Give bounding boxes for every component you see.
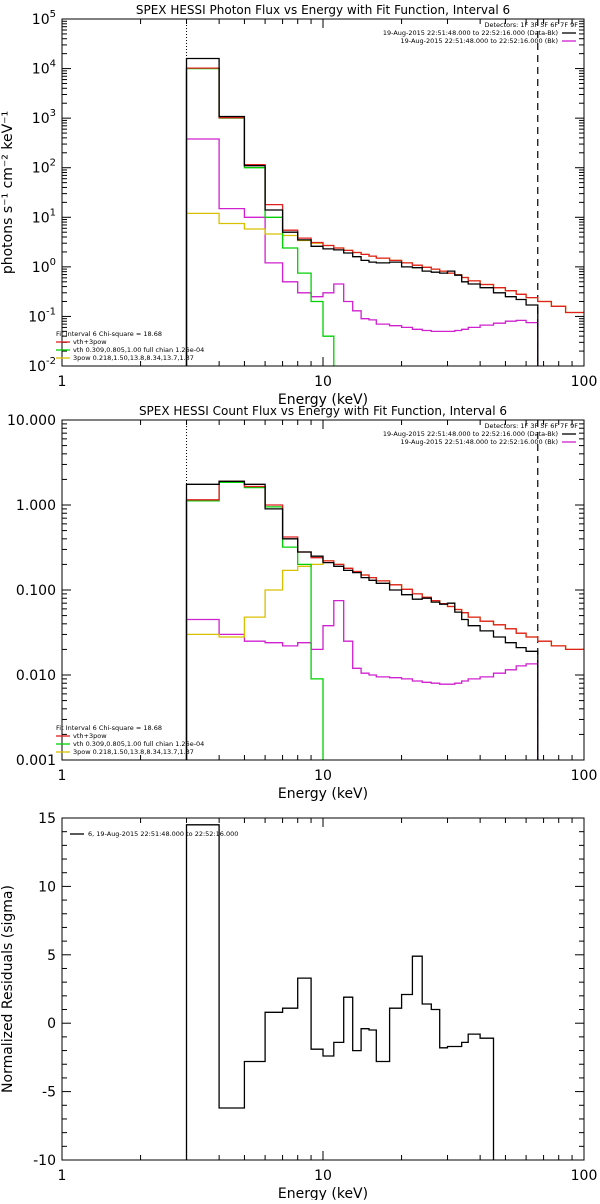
y-tick-label: 101 <box>32 207 56 226</box>
plot-frame <box>61 18 585 367</box>
y-tick-label: 0.010 <box>16 668 56 684</box>
y-tick-label: 10-2 <box>28 356 56 375</box>
y-tick-label: 0.100 <box>16 583 56 599</box>
legend-entry: 6, 19-Aug-2015 22:51:48.000 to 22:52:16.… <box>88 830 238 838</box>
y-tick-label: 100 <box>32 257 56 276</box>
series-3pow-line <box>185 560 584 760</box>
y-tick-label: -5 <box>42 1085 56 1101</box>
y-tick-label: 0.001 <box>16 753 56 769</box>
fit-info-heading: Fit Interval 6 Chi-square = 18.68 <box>56 724 162 732</box>
y-tick-label: 1.000 <box>16 498 56 514</box>
y-tick-label: 104 <box>32 59 56 78</box>
y-tick-label: 105 <box>32 9 56 28</box>
chart-title: SPEX HESSI Count Flux vs Energy with Fit… <box>139 404 507 418</box>
plot-area <box>185 824 495 1160</box>
x-tick-label: 10 <box>314 1168 332 1184</box>
fit-info-entry: 3pow 0.218,1.50,13.8,8.34,13.7,1.37 <box>73 354 194 362</box>
plot-frame <box>61 419 585 761</box>
series-6-19-aug-2015-22-51-48-000-to-22-52-16-000-line <box>185 824 495 1160</box>
panel-2: SPEX HESSI Count Flux vs Energy with Fit… <box>7 404 597 802</box>
x-tick-label: 1 <box>58 1168 67 1184</box>
series-3pow-line <box>185 212 584 366</box>
y-tick-label: -10 <box>33 1153 56 1169</box>
plot-frame <box>61 817 585 1161</box>
detectors-label: Detectors: 1F 3F 5F 6F 7F 9F <box>484 422 578 430</box>
x-tick-label: 100 <box>571 374 598 390</box>
x-axis-label: Energy (keV) <box>278 1186 368 1200</box>
series-vth-3pow-line <box>185 480 584 760</box>
y-tick-label: 5 <box>47 948 56 964</box>
x-tick-label: 10 <box>314 768 332 784</box>
legend-entry: 19-Aug-2015 22:51:48.000 to 22:52:16.000… <box>383 29 558 37</box>
fit-info-heading: Fit Interval 6 Chi-square = 18.68 <box>56 330 162 338</box>
legend-entry: 19-Aug-2015 22:51:48.000 to 22:52:16.000… <box>401 37 558 45</box>
y-tick-label: 10.000 <box>7 413 56 429</box>
legend-entry: 19-Aug-2015 22:51:48.000 to 22:52:16.000… <box>401 438 558 446</box>
x-axis-label: Energy (keV) <box>278 786 368 802</box>
y-tick-label: 102 <box>32 158 56 177</box>
y-tick-label: 0 <box>47 1016 56 1032</box>
fit-info-entry: vth+3pow <box>73 732 107 740</box>
x-axis-label: Energy (keV) <box>278 392 368 408</box>
y-tick-label: 10 <box>38 879 56 895</box>
x-tick-label: 10 <box>314 374 332 390</box>
plot-area <box>185 19 584 366</box>
panel-1: SPEX HESSI Photon Flux vs Energy with Fi… <box>0 3 597 408</box>
series-19-aug-2015-22-51-48-000-to-22-52-16-000-bk-line <box>185 138 539 366</box>
y-tick-label: 10-1 <box>28 306 56 325</box>
panel-3: 1 10 100 Energy (keV) -10 -5 0 5 10 15 Normalized … <box>0 811 598 1202</box>
fit-info-entry: vth+3pow <box>73 338 107 346</box>
detectors-label: Detectors: 1F 3F 5F 6F 7F 9F <box>484 21 578 29</box>
y-tick-label: 15 <box>38 811 56 827</box>
fit-info-entry: vth 0.309,0.805,1.00 full chian 1.26e-04 <box>73 346 204 354</box>
x-tick-label: 100 <box>571 768 598 784</box>
series-data-line <box>185 480 539 760</box>
fit-info-entry: vth 0.309,0.805,1.00 full chian 1.26e-04 <box>73 740 204 748</box>
y-tick-label: 103 <box>32 108 56 127</box>
legend-entry: 19-Aug-2015 22:51:48.000 to 22:52:16.000… <box>383 430 558 438</box>
x-tick-label: 100 <box>571 1168 598 1184</box>
series-19-aug-2015-22-51-48-000-to-22-52-16-000-bk-line <box>185 599 539 760</box>
y-axis-label: Normalized Residuals (sigma) <box>0 885 16 1093</box>
x-tick-label: 1 <box>58 768 67 784</box>
series-vth-line <box>185 481 324 760</box>
y-axis-label: photons s⁻¹ cm⁻² keV⁻¹ <box>0 111 16 274</box>
series-data-line <box>185 57 539 366</box>
x-tick-label: 1 <box>58 374 67 390</box>
plot-area <box>185 420 584 760</box>
chart-title: SPEX HESSI Photon Flux vs Energy with Fi… <box>136 3 510 17</box>
fit-info-entry: 3pow 0.218,1.50,13.8,8.34,13.7,1.37 <box>73 748 194 756</box>
